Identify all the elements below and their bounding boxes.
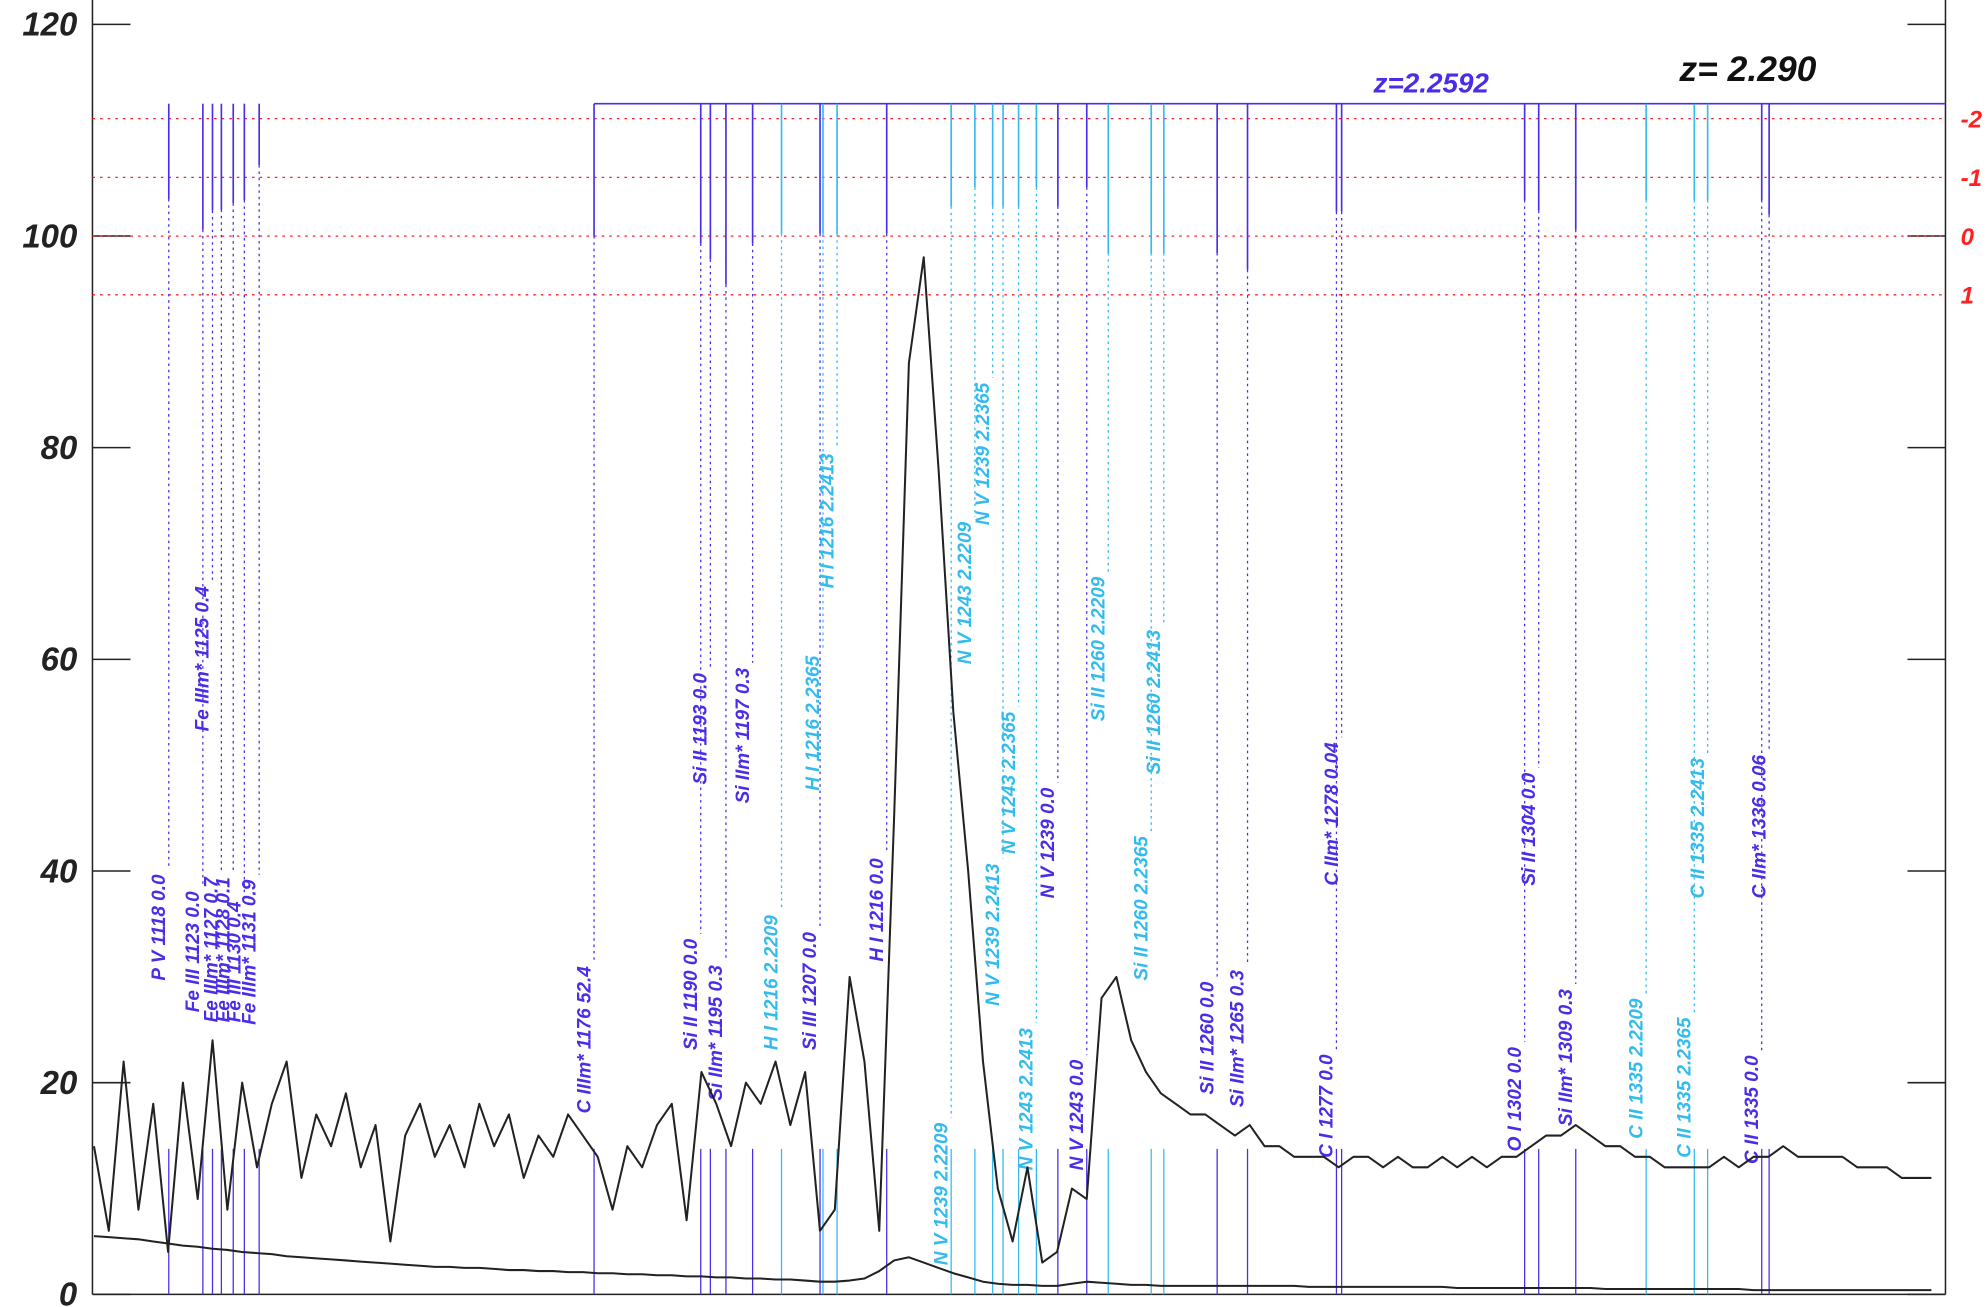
line-label: C IIIm* 1176 52.4 xyxy=(574,966,595,1114)
y-tick-label: 60 xyxy=(41,641,78,678)
y2-tick-label: 1 xyxy=(1961,283,1974,310)
line-label: Si II 1260 2.2365 xyxy=(1131,836,1152,981)
line-label: Fe III 1123 0.0 xyxy=(183,891,204,1012)
line-label: Fe III 1130 0.4 xyxy=(225,901,246,1022)
line-label: N V 1243 2.2365 xyxy=(999,711,1020,854)
line-label: Si II 1304 0.0 xyxy=(1519,772,1540,885)
y2-tick-label: -2 xyxy=(1961,106,1983,133)
line-label: N V 1243 0.0 xyxy=(1067,1059,1088,1170)
line-label: N V 1239 2.2365 xyxy=(973,382,994,525)
line-label: Si III 1207 0.0 xyxy=(800,932,821,1050)
line-label: H I 1216 2.2413 xyxy=(817,453,838,588)
line-label: Si IIm* 1197 0.3 xyxy=(733,667,754,803)
line-label: N V 1239 0.0 xyxy=(1038,787,1059,898)
y-tick-label: 80 xyxy=(41,429,78,466)
line-label: C II 1335 2.2413 xyxy=(1688,758,1709,899)
spectrum-line xyxy=(93,1235,1932,1292)
line-label: C II 1335 2.2365 xyxy=(1674,1017,1695,1158)
line-label: O I 1302 0.0 xyxy=(1505,1047,1526,1152)
line-label: Fe IIIm* 1127 0.7 xyxy=(202,876,223,1023)
line-label: Fe IIIm* 1128 0.1 xyxy=(213,877,234,1022)
line-label: N V 1239 2.2413 xyxy=(983,863,1004,1006)
line-label: H I 1216 2.2365 xyxy=(803,655,824,790)
line-label: N V 1243 2.2209 xyxy=(955,522,976,665)
line-label: C II 1335 2.2209 xyxy=(1626,998,1647,1139)
redshift-annotation: z= 2.290 xyxy=(1678,49,1816,89)
line-label: C IIm* 1278 0.04 xyxy=(1322,742,1343,886)
line-label: Fe IIIm* 1131 0.9 xyxy=(239,879,260,1025)
y2-tick-label: 0 xyxy=(1961,224,1975,251)
line-label: N V 1243 2.2413 xyxy=(1017,1028,1038,1171)
line-label: H I 1216 2.2209 xyxy=(762,915,783,1050)
line-label: Si II 1260 2.2413 xyxy=(1144,629,1165,774)
line-label: Si II 1190 0.0 xyxy=(681,938,702,1050)
line-label: Si II 1260 0.0 xyxy=(1197,981,1218,1094)
y-tick-label: 20 xyxy=(40,1064,78,1101)
line-label: Si IIm* 1265 0.3 xyxy=(1228,970,1249,1107)
line-label: Si II 1260 2.2209 xyxy=(1088,576,1109,721)
line-label: C IIm* 1336 0.06 xyxy=(1749,755,1770,899)
line-label: H I 1216 0.0 xyxy=(867,858,888,962)
line-label: C II 1335 0.0 xyxy=(1742,1055,1763,1164)
line-label: N V 1239 2.2209 xyxy=(931,1122,952,1265)
y2-tick-label: -1 xyxy=(1961,165,1982,192)
line-label: C I 1277 0.0 xyxy=(1317,1054,1338,1158)
line-label: P V 1118 0.0 xyxy=(149,874,170,981)
line-label: Si II 1193 0.0 xyxy=(691,673,712,785)
y-tick-label: 40 xyxy=(40,852,78,889)
line-label: Si IIm* 1195 0.3 xyxy=(706,965,727,1101)
y-tick-label: 100 xyxy=(22,217,77,254)
redshift-annotation: z=2.2592 xyxy=(1373,67,1490,98)
y-tick-label: 120 xyxy=(22,6,77,43)
line-label: Fe IIIm* 1125 0.4 xyxy=(193,586,214,732)
line-label: Si IIm* 1309 0.3 xyxy=(1556,989,1577,1126)
spectrum-line xyxy=(92,256,1932,1264)
y-tick-label: 0 xyxy=(59,1276,77,1307)
